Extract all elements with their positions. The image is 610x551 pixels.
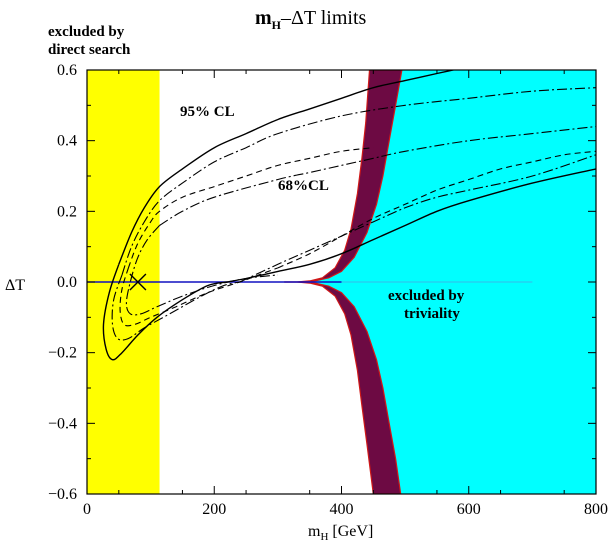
chart-title: mH–ΔT limits (255, 7, 367, 32)
triviality-band-upper (284, 70, 403, 283)
contour-2-upper (127, 147, 374, 269)
x-tick-label: 600 (457, 501, 481, 518)
axes-layer: 0 200 400 600 800 −0.6 −0.4 −0.2 0.0 0.2 0.4 0.6 (48, 62, 608, 518)
contour-3-closure (125, 225, 278, 316)
labels-layer: mH–ΔT limits excluded by direct search 9… (5, 7, 465, 543)
y-tick-label: 0.0 (57, 274, 77, 291)
y-axis-title: ΔT (5, 277, 25, 294)
y-tick-label: 0.2 (57, 203, 77, 220)
y-tick-label: 0.4 (57, 133, 77, 150)
excluded-direct-label-line2: direct search (48, 42, 131, 58)
curves-layer (87, 70, 596, 361)
x-tick-label: 200 (202, 501, 226, 518)
contour-1-upper (121, 87, 596, 276)
y-tick-label: 0.6 (57, 62, 77, 79)
contour-0-lower (226, 168, 596, 283)
best-fit-marker-b (129, 273, 147, 291)
contour-2-lower (277, 150, 596, 269)
y-tick-label: −0.2 (48, 345, 77, 362)
x-axis-title: mH [GeV] (308, 523, 373, 543)
x-tick-label: 800 (584, 501, 608, 518)
cl68-label: 68%CL (278, 178, 329, 194)
triviality-band-lower (284, 281, 402, 494)
y-tick-label: −0.4 (48, 415, 77, 432)
cl95-label: 95% CL (180, 104, 235, 120)
contour-0-closure (102, 264, 228, 361)
excluded-triviality-label-line2: triviality (404, 306, 460, 322)
x-tick-label: 400 (330, 501, 354, 518)
contour-0-upper (118, 70, 457, 265)
contour-1-lower (239, 154, 596, 283)
y-tick-label: −0.6 (48, 486, 77, 503)
x-tick-label: 0 (83, 501, 91, 518)
excluded-direct-label-line1: excluded by (48, 24, 125, 40)
contour-3-upper (159, 125, 596, 226)
excluded-triviality-label-line1: excluded by (388, 288, 465, 304)
